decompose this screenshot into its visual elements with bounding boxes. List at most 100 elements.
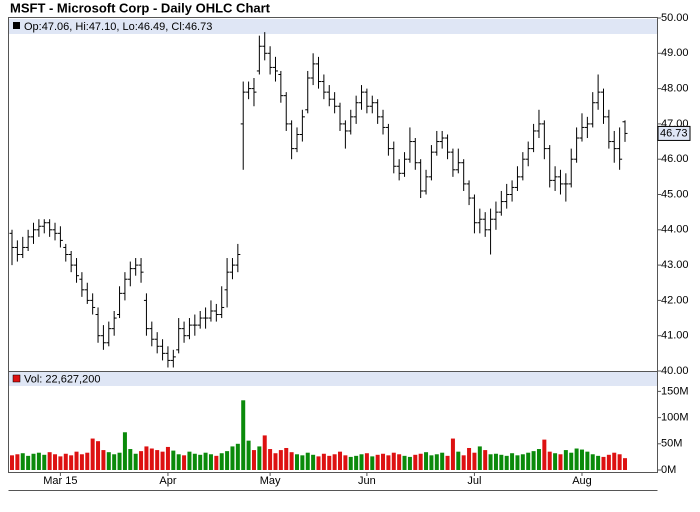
volume-bar [85, 453, 89, 470]
y-tick-label: 46.00 [661, 153, 689, 165]
volume-tick-label: 150M [661, 385, 689, 397]
volume-bar [300, 455, 304, 470]
y-tick-label: 49.00 [661, 47, 689, 59]
y-tick-label: 44.00 [661, 224, 689, 236]
volume-bar [32, 454, 36, 470]
volume-bar [521, 454, 525, 470]
volume-bar [187, 452, 191, 470]
volume-bar [456, 452, 460, 470]
volume-bar [290, 452, 294, 470]
volume-bar [585, 452, 589, 470]
volume-bar [386, 455, 390, 470]
volume-bar [134, 454, 138, 470]
volume-bar [279, 450, 283, 470]
volume-bar [214, 456, 218, 470]
chart-title: MSFT - Microsoft Corp - Daily OHLC Chart [10, 0, 271, 15]
volume-bar [139, 451, 143, 470]
volume-bar [360, 454, 364, 470]
y-tick-label: 41.00 [661, 330, 689, 342]
volume-bar [440, 453, 444, 470]
volume-bar [435, 454, 439, 470]
volume-bar [193, 454, 197, 470]
volume-bar [446, 456, 450, 470]
volume-bar [112, 454, 116, 470]
volume-bar [64, 454, 68, 470]
volume-bar [376, 455, 380, 470]
y-tick-label: 50.00 [661, 12, 689, 24]
volume-bar [591, 454, 595, 470]
volume-bar [494, 454, 498, 470]
volume-legend: Vol: 22,627,200 [24, 373, 100, 385]
volume-bar [306, 453, 310, 470]
y-tick-label: 40.00 [661, 365, 689, 377]
volume-bar [429, 455, 433, 470]
volume-bar [370, 456, 374, 470]
volume-bar [403, 456, 407, 470]
volume-bar [354, 456, 358, 470]
volume-bar [564, 450, 568, 470]
volume-bar [118, 453, 122, 470]
x-tick-label: Jun [358, 475, 376, 487]
volume-bar [317, 456, 321, 470]
y-tick-label: 45.00 [661, 188, 689, 200]
volume-bar [123, 432, 127, 470]
volume-bar [558, 454, 562, 470]
volume-bar [548, 452, 552, 470]
volume-legend-band [9, 372, 657, 386]
volume-bar [26, 456, 30, 470]
volume-bar [150, 449, 154, 470]
volume-bar [580, 450, 584, 470]
volume-bar [37, 453, 41, 470]
volume-bar [10, 455, 14, 470]
x-tick-label: Mar 15 [43, 475, 77, 487]
background [0, 0, 700, 512]
x-tick-label: Aug [572, 475, 592, 487]
volume-bar [252, 450, 256, 470]
volume-bar [161, 452, 165, 470]
volume-bar [537, 449, 541, 470]
volume-bar [311, 455, 315, 470]
volume-bar [247, 441, 251, 470]
volume-bar [569, 453, 573, 470]
volume-bar [171, 451, 175, 470]
volume-bar [177, 454, 181, 470]
volume-bar [392, 453, 396, 470]
volume-bar [408, 457, 412, 470]
volume-bar [338, 452, 342, 470]
volume-bar [526, 453, 530, 470]
chart: MSFT - Microsoft Corp - Daily OHLC Chart… [0, 0, 700, 512]
volume-bar [15, 454, 19, 470]
volume-bar [419, 454, 423, 470]
volume-bar [510, 453, 514, 470]
volume-bar [397, 454, 401, 470]
volume-bar [230, 446, 234, 470]
volume-bar [220, 453, 224, 470]
volume-bar [204, 453, 208, 470]
last-price-label: 46.73 [660, 127, 688, 139]
volume-bar [241, 400, 245, 470]
volume-bar [333, 454, 337, 470]
volume-bar [75, 452, 79, 470]
volume-bar [144, 446, 148, 470]
volume-bar [182, 455, 186, 470]
volume-bar [48, 452, 52, 470]
volume-bar [327, 456, 331, 470]
volume-bar [478, 446, 482, 470]
x-tick-label: Apr [159, 475, 176, 487]
x-tick-label: Jul [467, 475, 481, 487]
volume-bar [623, 458, 627, 470]
volume-bar [413, 455, 417, 470]
volume-bar [96, 441, 100, 470]
volume-bar [225, 451, 229, 470]
volume-bar [612, 453, 616, 470]
volume-bar [467, 448, 471, 470]
volume-bar [166, 447, 170, 470]
volume-bar [21, 453, 25, 470]
volume-bar [80, 454, 84, 470]
volume-bar [489, 454, 493, 470]
volume-legend-swatch [13, 375, 20, 382]
volume-bar [553, 453, 557, 470]
volume-bar [69, 455, 73, 470]
volume-bar [472, 453, 476, 470]
volume-bar [53, 454, 57, 470]
